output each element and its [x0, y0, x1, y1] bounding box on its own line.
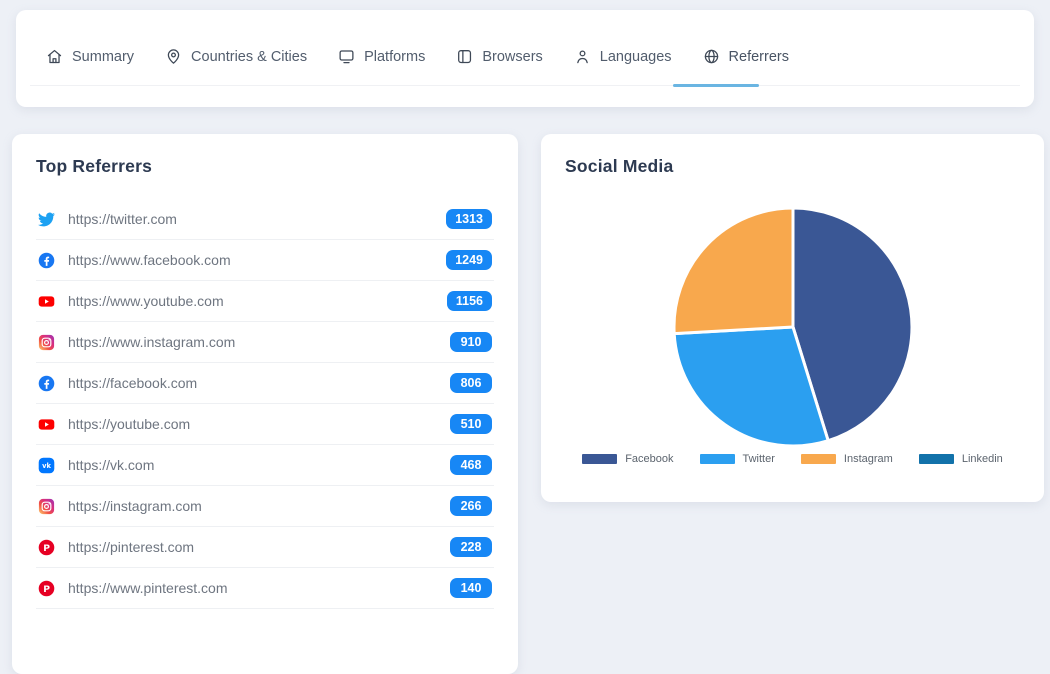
referrer-row: https://www.youtube.com 1156 [36, 281, 494, 322]
legend-swatch [699, 454, 735, 464]
legend-label: Facebook [625, 453, 674, 465]
instagram-icon [38, 498, 55, 515]
active-tab-underline [673, 84, 759, 87]
tab-bar: Summary Countries & Cities Platforms Browse… [46, 48, 789, 67]
count-badge: 468 [450, 455, 492, 475]
referrer-url: https://instagram.com [68, 498, 202, 514]
count-badge: 266 [450, 496, 492, 516]
svg-text:P: P [43, 583, 50, 594]
pie-slice-twitter[interactable] [672, 325, 830, 448]
chart-legend: Facebook Twitter Instagram Linkedin [541, 453, 1044, 465]
legend-swatch [918, 454, 954, 464]
browser-window-icon [456, 48, 473, 65]
tab-label: Summary [72, 48, 135, 65]
referrer-url: https://vk.com [68, 457, 155, 473]
legend-item-instagram[interactable]: Instagram [800, 453, 893, 465]
referrer-row: https://instagram.com 266 [36, 486, 494, 527]
pinterest-icon: P [38, 580, 55, 597]
count-badge: 140 [450, 578, 492, 598]
tab-browsers[interactable]: Browsers [456, 48, 543, 67]
referrer-list: https://twitter.com 1313 https://www.faceb… [36, 199, 494, 609]
pie-slice-facebook[interactable] [791, 206, 914, 443]
tab-label: Referrers [728, 48, 789, 65]
person-icon [574, 48, 591, 65]
tabs-divider [30, 85, 1020, 86]
count-badge: 910 [450, 332, 492, 352]
facebook-icon [38, 252, 55, 269]
referrer-url: https://pinterest.com [68, 539, 195, 555]
referrer-row: https://youtube.com 510 [36, 404, 494, 445]
count-badge: 1249 [446, 250, 492, 270]
legend-item-twitter[interactable]: Twitter [699, 453, 775, 465]
legend-label: Linkedin [961, 453, 1003, 465]
tab-label: Browsers [482, 48, 543, 65]
tab-label: Countries & Cities [191, 48, 308, 65]
tabs-card: Summary Countries & Cities Platforms Browse… [16, 10, 1034, 107]
social-media-title: Social Media [565, 156, 674, 176]
count-badge: 510 [450, 414, 492, 434]
home-icon [46, 48, 63, 65]
social-media-pie-chart [672, 206, 914, 448]
top-referrers-panel: Top Referrers https://twitter.com 1313 htt… [12, 134, 518, 674]
vk-icon: vk [38, 457, 55, 474]
count-badge: 228 [450, 537, 492, 557]
referrer-url: https://twitter.com [68, 211, 177, 227]
referrer-url: https://youtube.com [68, 416, 191, 432]
legend-label: Twitter [742, 453, 775, 465]
svg-text:vk: vk [42, 462, 51, 470]
legend-item-facebook[interactable]: Facebook [582, 453, 674, 465]
referrer-url: https://facebook.com [68, 375, 198, 391]
pie-slice-instagram[interactable] [672, 206, 795, 336]
tab-countries-cities[interactable]: Countries & Cities [165, 48, 307, 67]
tab-languages[interactable]: Languages [574, 48, 672, 67]
referrer-row: https://facebook.com 806 [36, 363, 494, 404]
referrer-row: https://twitter.com 1313 [36, 199, 494, 240]
facebook-icon [38, 375, 55, 392]
count-badge: 806 [450, 373, 492, 393]
pinterest-icon: P [38, 539, 55, 556]
referrer-url: https://www.instagram.com [68, 334, 236, 350]
legend-item-linkedin[interactable]: Linkedin [918, 453, 1003, 465]
map-pin-icon [165, 48, 182, 65]
referrer-url: https://www.facebook.com [68, 252, 231, 268]
referrer-url: https://www.youtube.com [68, 293, 224, 309]
legend-swatch [800, 454, 836, 464]
referrer-row: https://www.instagram.com 910 [36, 322, 494, 363]
count-badge: 1313 [446, 209, 492, 229]
social-media-panel: Social Media Facebook Twitter Instagram Lin… [541, 134, 1044, 502]
youtube-icon [38, 416, 55, 433]
tab-label: Languages [599, 48, 672, 65]
tab-summary[interactable]: Summary [46, 48, 134, 67]
svg-text:P: P [43, 542, 50, 553]
twitter-icon [38, 211, 55, 228]
referrer-row: https://www.facebook.com 1249 [36, 240, 494, 281]
monitor-icon [338, 48, 355, 65]
tab-label: Platforms [364, 48, 426, 65]
referrer-url: https://www.pinterest.com [68, 580, 228, 596]
top-referrers-title: Top Referrers [36, 156, 153, 176]
legend-label: Instagram [843, 453, 893, 465]
tab-platforms[interactable]: Platforms [338, 48, 425, 67]
referrer-row: vk https://vk.com 468 [36, 445, 494, 486]
tab-referrers[interactable]: Referrers [703, 48, 789, 67]
count-badge: 1156 [446, 291, 492, 311]
instagram-icon [38, 334, 55, 351]
legend-swatch [582, 454, 618, 464]
globe-icon [703, 48, 720, 65]
youtube-icon [38, 293, 55, 310]
